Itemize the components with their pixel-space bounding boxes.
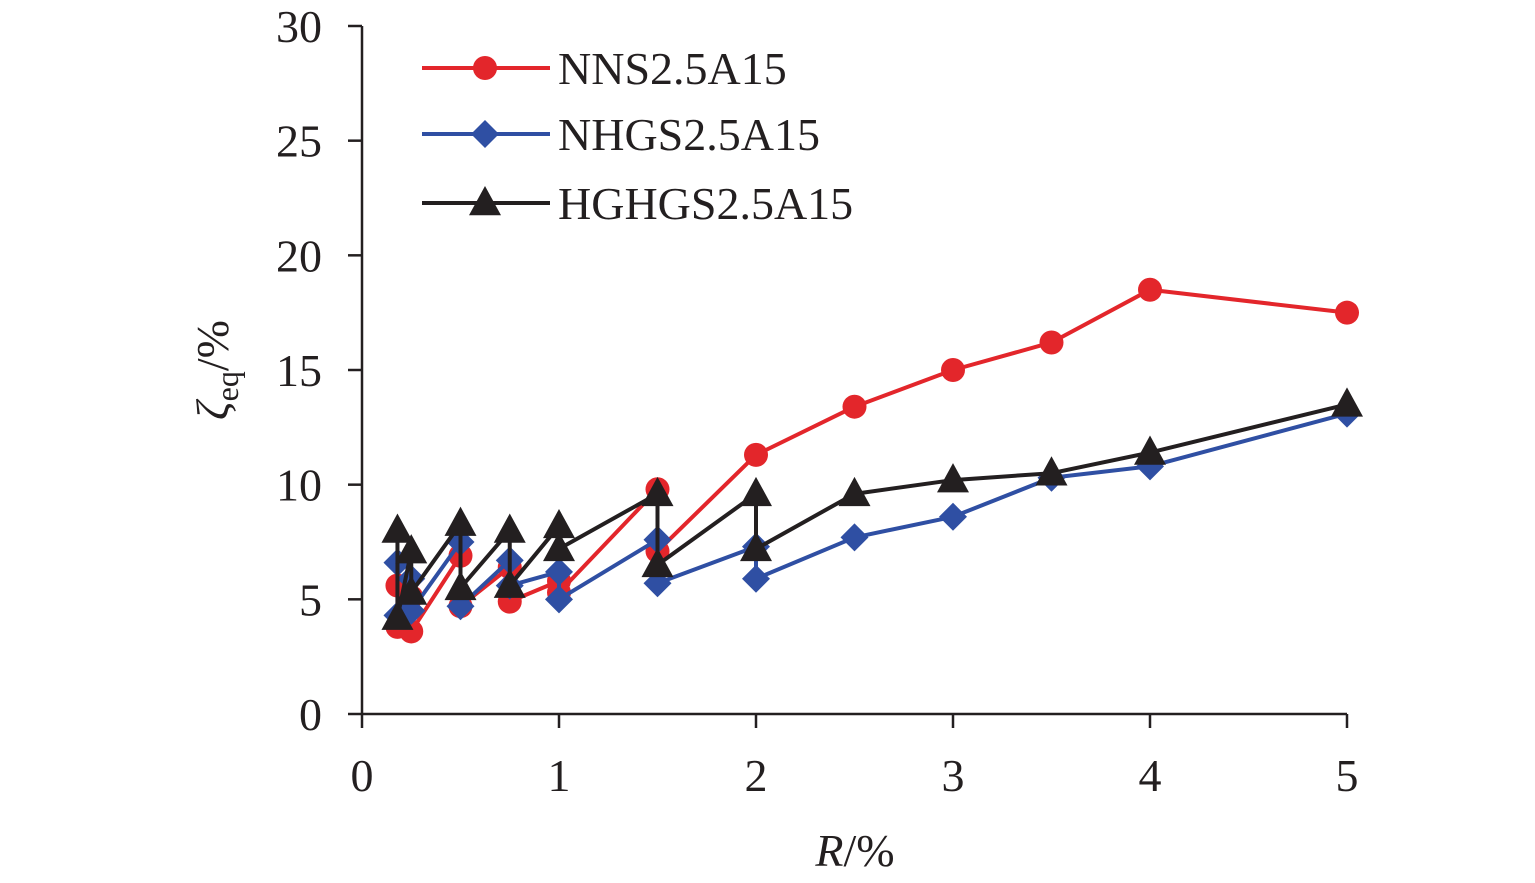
legend-marker — [471, 120, 499, 148]
y-axis-label-subscript: eq — [209, 371, 245, 401]
data-point — [545, 585, 573, 614]
legend-label: NNS2.5A15 — [558, 43, 787, 94]
y-tick-label: 10 — [276, 460, 322, 511]
data-point — [939, 502, 967, 531]
legend-label: NHGS2.5A15 — [558, 109, 820, 160]
x-axis-label-unit: /% — [844, 825, 895, 876]
x-tick-label: 4 — [1139, 750, 1162, 801]
axes: 0 5 10 15 20 25 30 0 1 2 3 4 5 — [276, 1, 1359, 801]
data-point — [1331, 387, 1363, 417]
x-tick-label: 2 — [745, 750, 768, 801]
x-tick-label: 1 — [548, 750, 571, 801]
data-point — [1138, 277, 1162, 302]
data-point — [1039, 330, 1064, 355]
data-point — [381, 513, 414, 543]
y-tick-label: 30 — [276, 1, 322, 52]
y-tick-label: 15 — [276, 345, 322, 396]
y-axis-label-unit: /% — [187, 320, 238, 371]
data-point — [744, 442, 768, 467]
data-point — [395, 534, 428, 564]
data-point — [740, 476, 772, 507]
data-point — [941, 358, 965, 382]
x-tick-label: 3 — [942, 750, 965, 801]
data-point — [641, 476, 674, 507]
series-line — [395, 411, 1348, 618]
data-point — [937, 463, 969, 493]
y-tick-label: 0 — [299, 689, 322, 740]
data-point — [740, 531, 772, 562]
data-point — [444, 506, 477, 536]
legend-marker — [469, 186, 501, 216]
data-point — [444, 570, 477, 601]
data-point — [742, 564, 770, 593]
legend-item: HGHGS2.5A15 — [422, 178, 853, 229]
x-axis-label: R/% — [814, 825, 894, 876]
legend-item: NHGS2.5A15 — [422, 109, 820, 160]
y-tick-label: 25 — [276, 116, 322, 167]
series-NNS2.5A15 — [385, 277, 1359, 644]
data-point — [543, 508, 575, 539]
y-tick-label: 20 — [276, 230, 322, 281]
data-point — [840, 523, 869, 552]
y-axis-label: ζeq/% — [187, 320, 245, 420]
data-point — [395, 575, 428, 605]
data-point — [493, 568, 526, 598]
legend: NNS2.5A15 NHGS2.5A15 HGHGS2.5A15 — [422, 43, 853, 229]
y-tick-label: 5 — [299, 574, 322, 625]
series-HGHGS2.5A15 — [381, 387, 1363, 630]
x-axis-label-symbol: R — [814, 825, 843, 876]
data-point — [381, 600, 414, 630]
data-point — [493, 513, 526, 543]
legend-marker — [473, 56, 497, 80]
legend-item: NNS2.5A15 — [422, 43, 787, 94]
data-point — [1035, 456, 1068, 486]
series-line — [395, 287, 1348, 634]
data-point — [1335, 300, 1359, 325]
data-point — [545, 557, 573, 586]
data-point — [838, 476, 871, 507]
data-point — [1134, 435, 1166, 465]
series-layer — [381, 277, 1363, 644]
x-tick-label: 5 — [1336, 750, 1359, 801]
x-tick-label: 0 — [351, 750, 374, 801]
y-axis-label-symbol: ζ — [187, 398, 238, 420]
data-point — [641, 547, 674, 578]
series-line — [395, 402, 1348, 620]
legend-label: HGHGS2.5A15 — [558, 178, 853, 229]
data-point — [842, 394, 867, 419]
data-point — [543, 531, 575, 562]
